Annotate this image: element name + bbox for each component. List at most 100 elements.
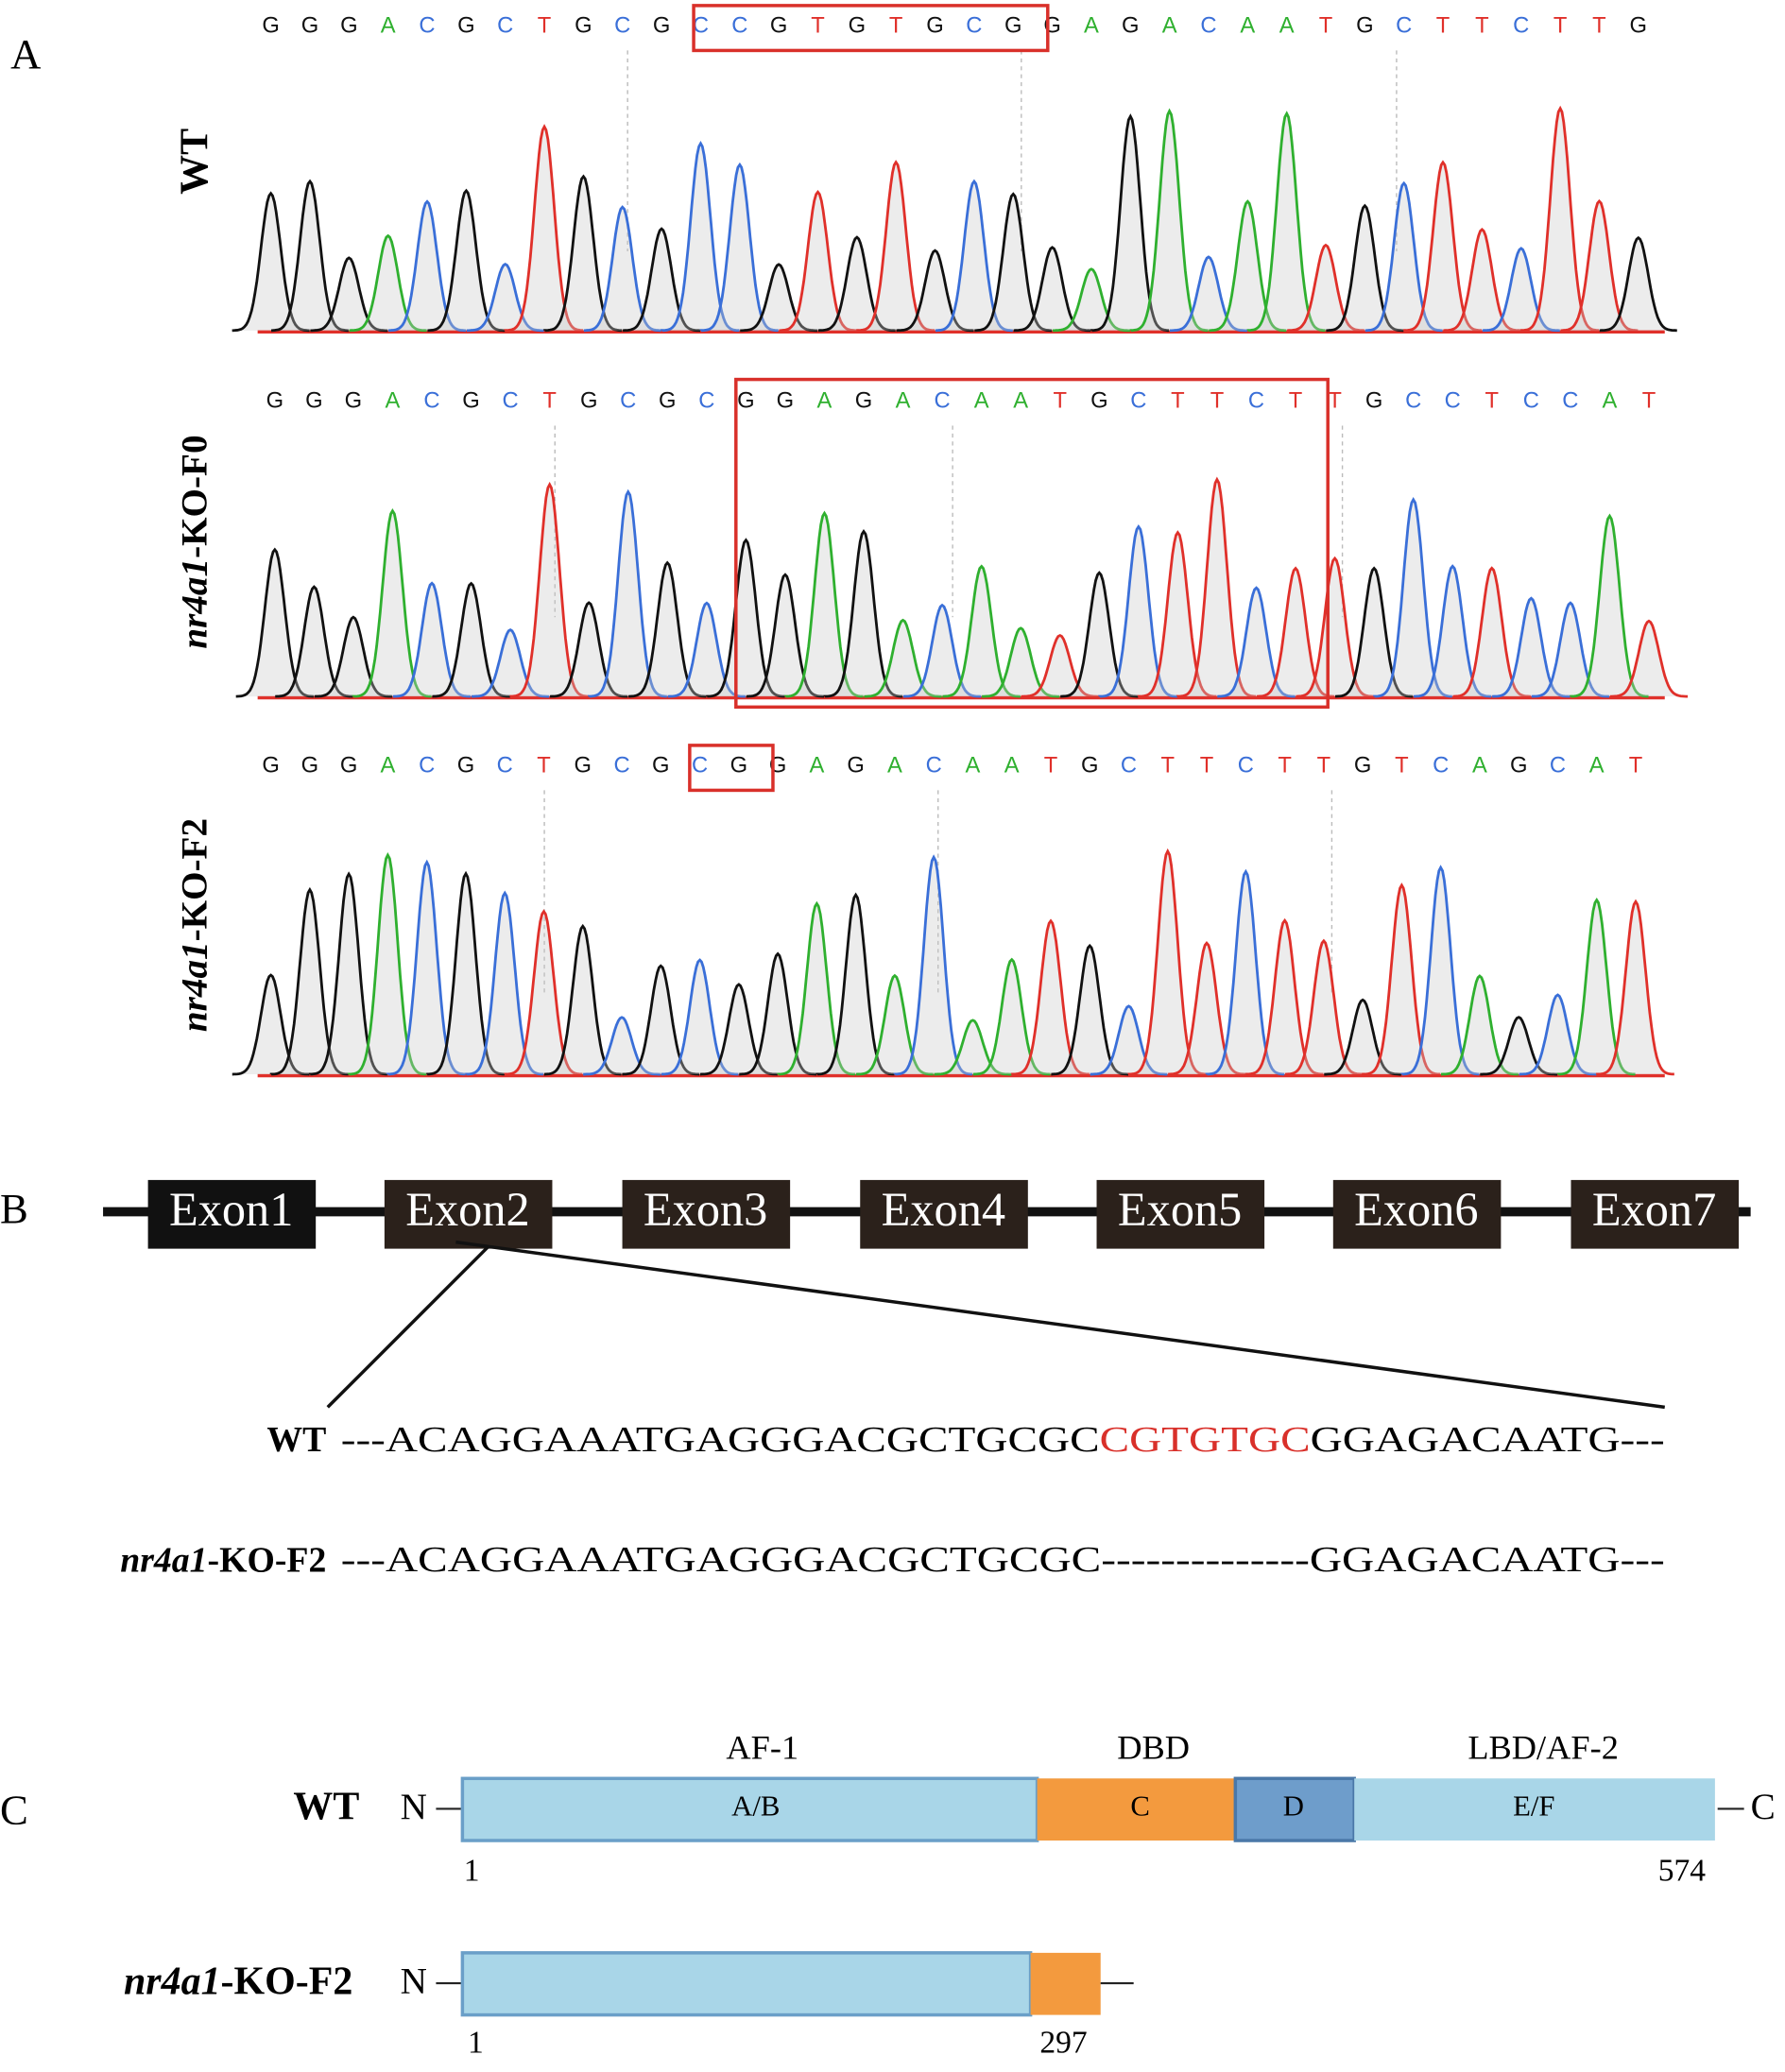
peak [1090,113,1170,333]
base-call: G [1122,13,1139,39]
base-call: G [575,13,592,39]
peak [705,538,785,698]
peak [974,192,1053,333]
peak [1373,496,1452,698]
peak [934,1019,1012,1076]
domain-label: AF-1 [726,1728,798,1766]
seq-part: GGAGACAATG--- [1311,1420,1665,1460]
base-call: G [1356,13,1373,39]
base-call: T [1485,388,1500,414]
base-call: G [847,753,864,779]
base-call: T [811,13,825,39]
base-call: C [1396,13,1412,39]
exon-label: Exon4 [882,1183,1005,1236]
peak [232,973,310,1076]
base-call: C [497,753,513,779]
base-call: T [1629,753,1643,779]
peak [427,188,506,333]
exon-box [1096,1179,1265,1249]
peak [1284,938,1363,1076]
base-call: C [926,753,942,779]
c-terminus: C [1751,1787,1776,1827]
base-call: T [1278,753,1292,779]
base-call: A [381,753,396,779]
base-call: A [1013,388,1028,414]
base-call: A [1279,13,1295,39]
base-call: A [896,388,911,414]
base-call: C [693,13,709,39]
base-call: C [935,388,951,414]
base-call: G [652,753,669,779]
mutant-sequence: ---ACAGGAAATGAGGGACGCTGCGC--------------… [341,1540,1665,1580]
peak [1413,564,1492,698]
peak [855,160,935,333]
peak [543,174,623,333]
peak [740,263,818,333]
peak [466,263,544,333]
peak [1209,199,1287,333]
base-call: C [1523,388,1539,414]
peak [349,233,427,333]
base-call: T [1200,753,1214,779]
peak [1205,868,1285,1076]
peak [504,124,584,333]
peak [275,585,353,698]
base-call: A [386,388,401,414]
base-call: G [1510,753,1527,779]
base-call: G [262,13,279,39]
base-call: G [457,753,474,779]
row-label: WT [266,1420,326,1460]
peak [1452,566,1532,698]
label-suffix: -KO-F0 [175,435,215,557]
peak [387,199,467,333]
peak [779,190,857,333]
peak [1400,865,1480,1076]
peak [1440,974,1519,1076]
label-suffix: -KO-F2 [175,818,215,941]
truncated-c [1030,1952,1101,2015]
peak [864,618,942,698]
region-label: C [1130,1790,1150,1823]
peak [1246,111,1326,333]
seq-part: ---ACAGGAAATGAGGGACGCTGCGC [341,1420,1100,1460]
base-call: T [1319,13,1333,39]
base-call: G [345,388,362,414]
base-call: C [1433,753,1449,779]
peak [432,581,510,698]
peak [1256,566,1335,698]
peak [699,983,778,1076]
exon-label: Exon2 [405,1183,529,1236]
region-c [1037,1778,1236,1841]
base-call: A [974,388,989,414]
peak [817,235,896,333]
residue-number: 574 [1658,1854,1707,1889]
peak [425,870,505,1076]
base-call: T [1328,388,1342,414]
gene-name: nr4a1 [175,941,215,1032]
base-call: A [809,753,824,779]
peak [308,871,387,1076]
exon-label: Exon7 [1592,1183,1716,1236]
peak [1021,633,1099,698]
row-label: WT [293,1785,359,1828]
peak [583,205,661,333]
gene-name: nr4a1 [120,1540,207,1580]
deleted-bases: CGTGTGC [1100,1420,1311,1460]
exon-box [147,1179,317,1249]
peak [1595,899,1674,1076]
peak [509,481,589,698]
peak [935,179,1013,333]
base-call: C [1445,388,1461,414]
exon-label: Exon6 [1354,1183,1478,1236]
base-call: C [1200,13,1216,39]
base-call: C [1238,753,1254,779]
base-call: G [575,753,592,779]
base-call: A [1240,13,1255,39]
base-call: C [1130,388,1146,414]
base-call: G [1365,388,1382,414]
peak [543,923,622,1076]
peak [661,958,739,1076]
peak [1560,198,1639,333]
base-call: G [1630,13,1647,39]
wt-sequence: ---ACAGGAAATGAGGGACGCTGCGC CGTGTGC GGAGACA… [341,1420,1665,1460]
